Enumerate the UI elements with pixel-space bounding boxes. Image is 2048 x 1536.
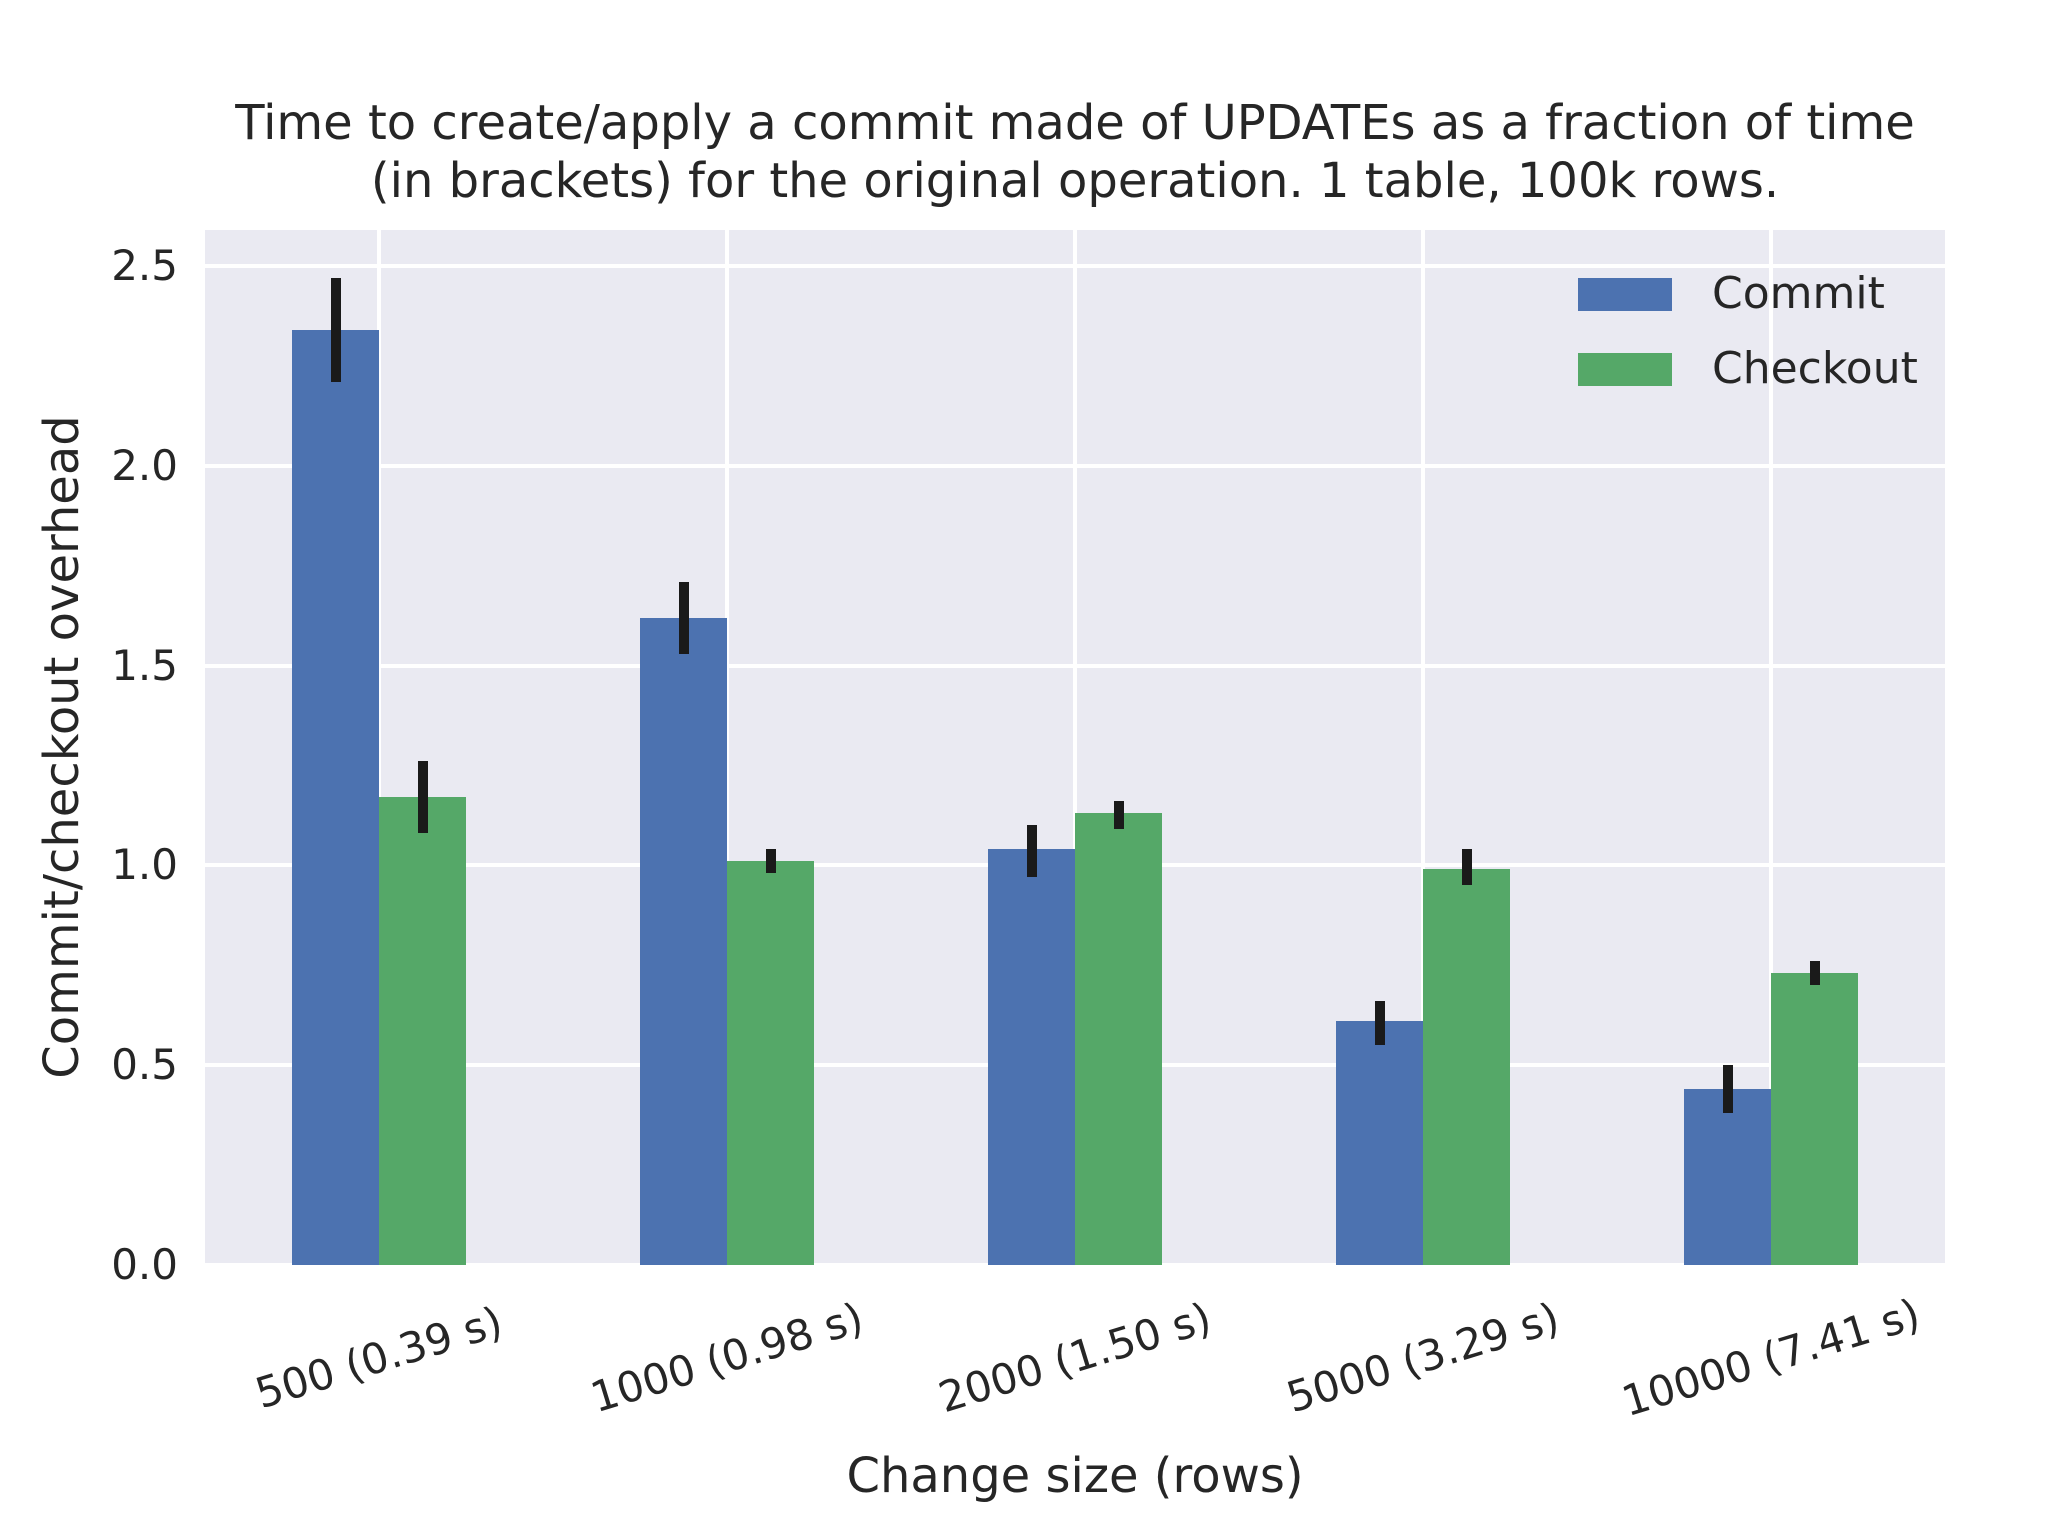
error-bar-commit [1722, 1065, 1733, 1114]
chart-title-line1: Time to create/apply a commit made of UP… [235, 95, 1915, 151]
legend-swatch-commit [1578, 277, 1672, 311]
legend-row-checkout: Checkout [1578, 347, 1918, 391]
y-tick-label: 0.5 [111, 1040, 178, 1090]
gridline-vertical [1073, 230, 1077, 1265]
y-tick-label: 1.0 [111, 840, 178, 890]
x-tick-label: 5000 (3.29 s) [1280, 1292, 1565, 1423]
x-axis-label: Change size (rows) [846, 1448, 1304, 1504]
error-bar-checkout [765, 849, 776, 874]
error-bar-checkout [417, 761, 428, 834]
bar-commit-2000 [988, 849, 1075, 1265]
bar-commit-500 [292, 329, 379, 1265]
error-bar-checkout [1113, 801, 1124, 830]
legend-label-commit: Commit [1712, 268, 1885, 319]
x-tick-label: 10000 (7.41 s) [1616, 1288, 1926, 1427]
bar-checkout-2000 [1075, 813, 1162, 1265]
gridline-horizontal [205, 1263, 1945, 1267]
bar-checkout-5000 [1423, 869, 1510, 1265]
plot-area [205, 230, 1945, 1267]
error-bar-checkout [1461, 849, 1472, 886]
y-tick-label: 0.0 [111, 1240, 178, 1289]
x-tick-label: 1000 (0.98 s) [584, 1292, 869, 1423]
gridline-vertical [1769, 230, 1773, 1265]
legend-label-checkout: Checkout [1712, 343, 1918, 394]
legend-row-commit: Commit [1578, 272, 1918, 316]
bar-commit-10000 [1684, 1089, 1771, 1265]
gridline-vertical [1421, 230, 1425, 1265]
chart-title-line2: (in brackets) for the original operation… [370, 153, 1780, 209]
y-axis-label-text: Commit/checkout overhead [34, 415, 90, 1079]
bar-checkout-10000 [1771, 973, 1858, 1265]
error-bar-checkout [1809, 961, 1820, 986]
y-tick-label: 1.5 [111, 640, 178, 690]
legend-swatch-checkout [1578, 352, 1672, 386]
y-tick-label: 2.5 [111, 240, 178, 290]
y-tick-label: 2.0 [111, 440, 178, 490]
error-bar-commit [1026, 825, 1037, 878]
chart-title: Time to create/apply a commit made of UP… [205, 94, 1945, 210]
legend: Commit Checkout [1578, 272, 1918, 422]
bar-commit-5000 [1336, 1021, 1423, 1265]
bar-checkout-1000 [727, 861, 814, 1265]
error-bar-commit [678, 581, 689, 654]
gridline-vertical [377, 230, 381, 1265]
bar-checkout-500 [379, 797, 466, 1265]
error-bar-commit [1374, 1001, 1385, 1046]
gridline-vertical [725, 230, 729, 1265]
error-bar-commit [330, 277, 341, 382]
x-tick-label: 2000 (1.50 s) [932, 1292, 1217, 1423]
bar-commit-1000 [640, 617, 727, 1265]
